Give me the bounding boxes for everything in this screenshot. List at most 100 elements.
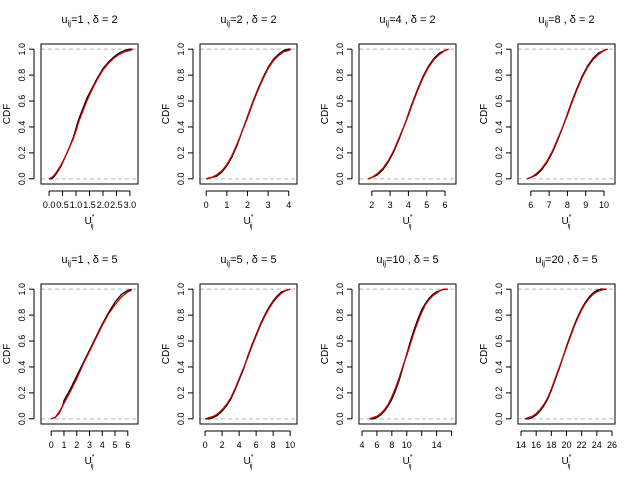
- x-tick-label: 18: [546, 440, 556, 450]
- title-separator: , δ =: [564, 254, 592, 266]
- x-tick-label: 0: [204, 200, 209, 210]
- plot-frame: [358, 43, 457, 185]
- title-delta-value: 5: [592, 254, 598, 266]
- title-delta-value: 2: [588, 14, 594, 26]
- x-tick-label: 14: [516, 440, 526, 450]
- y-tick-label: 0.2: [17, 387, 27, 400]
- plot-frame: [40, 283, 139, 425]
- x-tick-label: 5: [113, 440, 118, 450]
- x-axis-label: U* ij: [244, 454, 254, 470]
- title-subscript: ij: [386, 19, 390, 28]
- y-tick-label: 0.8: [17, 309, 27, 322]
- y-tick-label: 0.6: [176, 95, 186, 108]
- title-variable: u: [61, 254, 67, 266]
- y-tick-label: 0.0: [17, 173, 27, 186]
- title-delta-value: 5: [111, 254, 117, 266]
- y-tick-label: 0.4: [335, 121, 345, 134]
- y-tick-label: 0.8: [335, 69, 345, 82]
- fitted-cdf-line: [526, 48, 608, 180]
- y-tick-label: 0.2: [335, 147, 345, 160]
- plot-frame: [517, 43, 616, 185]
- title-equals: =: [230, 254, 236, 266]
- y-tick-label: 0.0: [335, 173, 345, 186]
- x-tick-label: 0.5: [56, 200, 69, 210]
- y-axis-label: CDF: [479, 344, 490, 365]
- x-tick-label: 7: [547, 200, 552, 210]
- x-axis-label-sub: ij: [249, 223, 253, 230]
- y-tick-label: 0.2: [176, 147, 186, 160]
- x-tick-label: 0: [203, 440, 208, 450]
- x-axis-label-star: *: [251, 454, 254, 461]
- x-tick-label: 4: [237, 440, 242, 450]
- y-tick-label: 0.4: [335, 361, 345, 374]
- title-separator: , δ =: [243, 254, 271, 266]
- y-tick-label: 0.6: [17, 95, 27, 108]
- y-axis-label: CDF: [161, 104, 172, 125]
- x-tick-label: 20: [561, 440, 571, 450]
- title-subscript: ij: [68, 259, 72, 268]
- x-axis-label-sub: ij: [567, 223, 571, 230]
- y-tick-label: 0.2: [176, 387, 186, 400]
- x-axis-label-star: *: [251, 214, 254, 221]
- y-axis-label: CDF: [479, 104, 490, 125]
- title-equals: =: [545, 254, 551, 266]
- x-tick-label: 9: [583, 200, 588, 210]
- title-subscript: ij: [545, 19, 549, 28]
- y-tick-label: 0.0: [494, 413, 504, 426]
- title-separator: , δ =: [561, 14, 589, 26]
- y-tick-label: 0.8: [176, 69, 186, 82]
- y-tick-label: 0.4: [17, 121, 27, 134]
- x-tick-label: 8: [565, 200, 570, 210]
- x-axis-label: U* ij: [244, 214, 254, 230]
- x-tick-label: 10: [402, 440, 412, 450]
- title-subscript: ij: [227, 19, 231, 28]
- title-delta-value: 2: [111, 14, 117, 26]
- x-axis-label-sub: ij: [249, 463, 253, 470]
- x-tick-label: 24: [592, 440, 602, 450]
- y-tick-label: 0.8: [176, 309, 186, 322]
- x-tick-label: 14: [432, 440, 442, 450]
- x-axis-label-main: U: [244, 456, 251, 467]
- y-tick-label: 0.6: [176, 335, 186, 348]
- y-tick-label: 0.0: [17, 413, 27, 426]
- fitted-cdf-line: [51, 289, 132, 420]
- panel-title: uij=1 , δ = 5: [61, 254, 117, 268]
- x-axis-label: U* ij: [85, 454, 95, 470]
- x-axis-label-main: U: [85, 216, 92, 227]
- title-separator: , δ =: [402, 14, 430, 26]
- y-axis-label: CDF: [2, 104, 13, 125]
- y-tick-label: 1.0: [176, 283, 186, 296]
- y-tick-label: 0.2: [17, 147, 27, 160]
- title-u-value: 8: [555, 14, 561, 26]
- empirical-cdf-line: [205, 288, 291, 420]
- x-tick-label: 0.0: [43, 200, 56, 210]
- x-axis-label-sub: ij: [408, 223, 412, 230]
- x-axis-label-star: *: [92, 454, 95, 461]
- fitted-cdf-line: [367, 48, 449, 180]
- fitted-cdf-line: [204, 288, 291, 420]
- y-axis-label: CDF: [320, 344, 331, 365]
- title-variable: u: [379, 14, 385, 26]
- x-tick-label: 2: [369, 200, 374, 210]
- title-subscript: ij: [382, 259, 386, 268]
- panel-title: uij=2 , δ = 2: [220, 14, 276, 28]
- title-delta-value: 5: [433, 254, 439, 266]
- x-tick-label: 3: [87, 440, 92, 450]
- x-tick-label: 1: [61, 440, 66, 450]
- x-tick-label: 1.5: [83, 200, 96, 210]
- fitted-cdf-line: [369, 288, 448, 420]
- panel-title: uij=5 , δ = 5: [220, 254, 276, 268]
- x-axis-label: U* ij: [403, 214, 413, 230]
- x-axis-label-main: U: [403, 456, 410, 467]
- title-delta-value: 2: [429, 14, 435, 26]
- x-tick-label: 2.5: [110, 200, 123, 210]
- x-axis-label: U* ij: [562, 454, 572, 470]
- title-u-value: 5: [237, 254, 243, 266]
- y-tick-label: 0.2: [335, 387, 345, 400]
- x-axis-label: U* ij: [562, 214, 572, 230]
- empirical-cdf-line: [369, 288, 448, 420]
